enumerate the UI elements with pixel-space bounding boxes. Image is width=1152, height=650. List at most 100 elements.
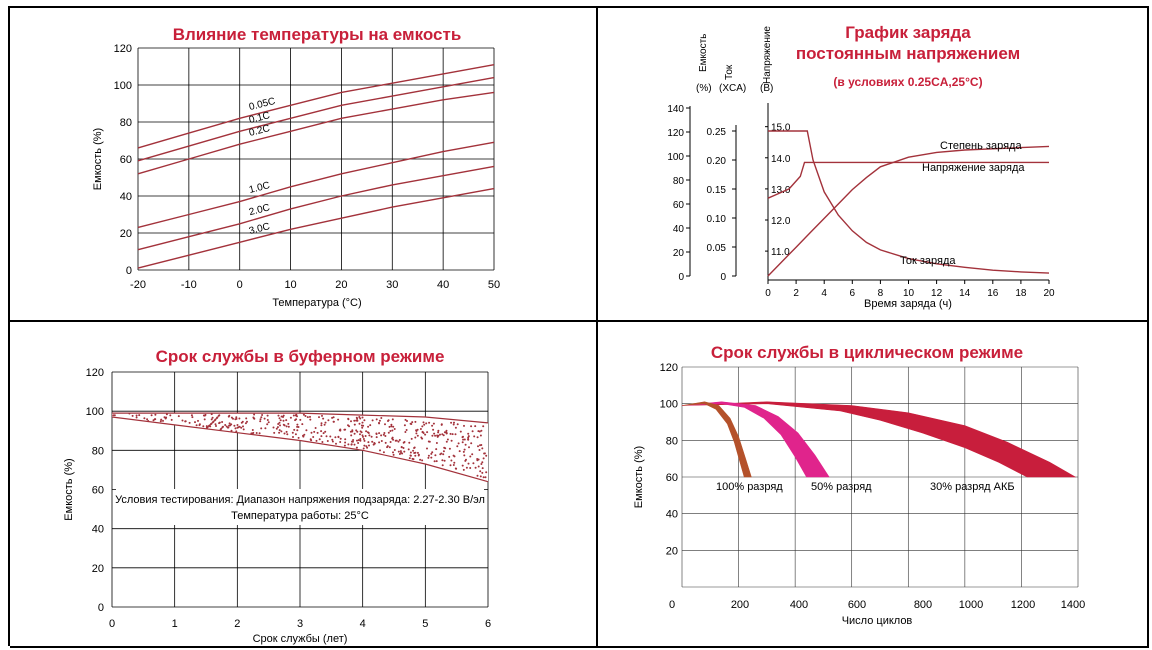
- float-dot: [214, 418, 217, 421]
- float-dot: [320, 424, 323, 427]
- float-dot: [367, 425, 370, 428]
- float-x-tick: 1: [172, 618, 178, 630]
- float-dot: [235, 416, 238, 419]
- float-dot: [339, 441, 342, 443]
- float-dot: [261, 414, 264, 416]
- float-dot: [380, 417, 383, 419]
- charge-x-tick: 18: [1015, 288, 1027, 299]
- float-dot: [407, 448, 410, 451]
- float-dot: [398, 439, 401, 441]
- float-dot: [323, 423, 326, 426]
- cycle-y-tick: 60: [666, 472, 678, 484]
- charge-current-tick: 0: [720, 272, 726, 283]
- float-dot: [371, 419, 374, 422]
- float-dot: [467, 432, 470, 435]
- float-dot: [356, 419, 359, 422]
- float-dot: [417, 454, 420, 457]
- float-dot: [359, 433, 361, 436]
- float-dot: [445, 440, 448, 443]
- float-dot: [419, 458, 422, 461]
- float-dot: [299, 418, 302, 421]
- charge-voltage-tick: 11.0: [771, 247, 790, 258]
- float-dot: [160, 418, 163, 421]
- float-dot: [209, 425, 212, 428]
- float-dot: [195, 424, 198, 427]
- float-dot: [221, 421, 224, 423]
- float-dot: [478, 449, 481, 451]
- temp-x-tick: -20: [130, 279, 146, 291]
- float-dot: [289, 416, 292, 419]
- float-dot: [369, 424, 372, 427]
- charge-capacity-tick: 140: [667, 104, 684, 115]
- charge-capacity-tick: 120: [667, 128, 684, 139]
- float-dot: [210, 422, 213, 425]
- float-dot: [379, 449, 381, 452]
- float-dot: [282, 423, 285, 426]
- float-dot: [421, 459, 424, 462]
- float-dot: [233, 424, 236, 427]
- cycle-chart-title: Срок службы в циклическом режиме: [711, 343, 1023, 362]
- charge-capacity-tick: 100: [667, 152, 684, 163]
- float-dot: [112, 414, 115, 417]
- float-dot: [388, 425, 391, 428]
- float-dot: [414, 436, 417, 439]
- float-dot: [232, 417, 234, 420]
- float-dot: [375, 436, 378, 439]
- float-dot: [242, 428, 245, 431]
- float-dot: [312, 436, 315, 438]
- float-dot: [220, 427, 223, 430]
- float-dot: [367, 432, 370, 434]
- float-x-tick: 4: [360, 618, 366, 630]
- float-dot: [343, 428, 346, 431]
- float-dot: [152, 419, 155, 422]
- float-dot: [480, 463, 483, 465]
- float-dot: [450, 459, 453, 462]
- float-dot: [361, 416, 364, 419]
- float-dot: [409, 454, 412, 457]
- float-dot: [331, 416, 334, 419]
- float-dot: [309, 438, 312, 441]
- float-dot: [467, 438, 470, 441]
- float-dot: [218, 421, 221, 424]
- float-dot: [363, 439, 366, 442]
- float-dot: [479, 434, 482, 437]
- float-dot: [449, 464, 452, 467]
- float-dot: [477, 465, 480, 468]
- float-dot: [421, 425, 424, 428]
- temp-y-tick: 40: [120, 191, 132, 203]
- float-dot: [406, 420, 408, 422]
- float-dot: [318, 438, 321, 441]
- temp-x-tick: 20: [335, 279, 347, 291]
- charge-x-tick: 14: [959, 288, 971, 299]
- float-dot: [279, 419, 282, 422]
- float-dot: [230, 429, 233, 432]
- float-dot: [266, 419, 269, 421]
- temp-x-tick: -10: [181, 279, 197, 291]
- temp-x-tick: 0: [237, 279, 243, 291]
- float-dot: [360, 431, 363, 434]
- float-dot: [353, 443, 356, 446]
- float-dot: [461, 441, 464, 444]
- float-dot: [485, 471, 488, 474]
- float-dot: [263, 417, 266, 420]
- float-dot: [430, 452, 433, 455]
- charge-capacity-tick: 80: [673, 176, 685, 187]
- float-dot: [322, 417, 325, 420]
- float-dot: [267, 421, 270, 424]
- float-dot: [414, 451, 417, 454]
- float-dot: [368, 444, 370, 447]
- float-dot: [266, 414, 269, 417]
- float-dot: [361, 426, 364, 429]
- float-dot: [390, 425, 393, 428]
- float-dot: [302, 413, 305, 416]
- float-dot: [448, 455, 451, 458]
- float-dot: [416, 434, 419, 437]
- float-dot: [479, 470, 482, 473]
- charge-subtitle: постоянным напряжением: [796, 44, 1020, 63]
- float-dot: [335, 442, 337, 445]
- float-dot: [320, 435, 323, 438]
- float-dot: [205, 425, 208, 428]
- float-dot: [359, 438, 362, 440]
- float-dot: [480, 444, 483, 446]
- float-dot: [309, 415, 311, 418]
